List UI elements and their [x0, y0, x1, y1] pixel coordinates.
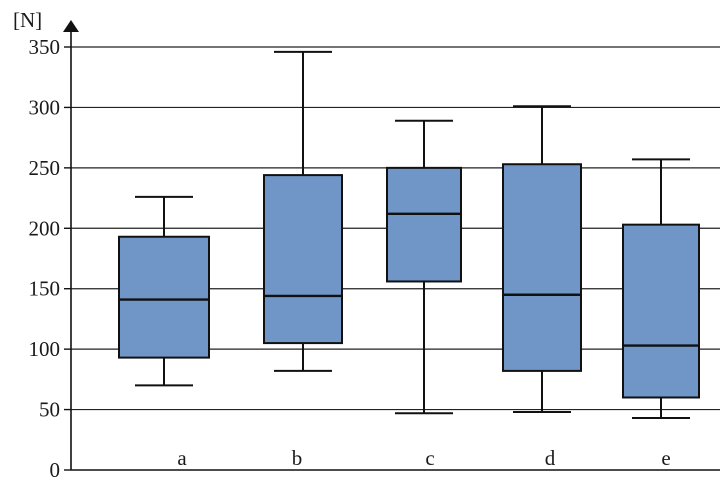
category-label-a: a	[177, 446, 187, 470]
box-iqr-d	[502, 163, 582, 372]
y-tick-label-250: 250	[29, 156, 61, 180]
y-tick-label-150: 150	[29, 277, 61, 301]
y-tick-label-200: 200	[29, 216, 61, 240]
box-b	[263, 50, 343, 372]
category-label-b: b	[292, 446, 303, 470]
y-tick-label-0: 0	[50, 458, 61, 482]
box-iqr-c	[386, 166, 462, 283]
box-c	[386, 119, 462, 415]
box-e	[622, 158, 700, 420]
box-a	[118, 195, 210, 387]
y-tick-label-350: 350	[29, 35, 61, 59]
category-label-d: d	[545, 446, 556, 470]
y-tick-label-50: 50	[39, 398, 60, 422]
y-axis-arrow-icon	[63, 20, 79, 32]
category-labels: a b c d e	[177, 446, 670, 470]
category-label-c: c	[425, 446, 434, 470]
box-iqr-a	[118, 235, 210, 359]
boxes	[118, 50, 700, 420]
y-tick-label-300: 300	[29, 95, 61, 119]
box-d	[502, 105, 582, 413]
category-label-e: e	[661, 446, 670, 470]
axes: [N]	[13, 8, 720, 471]
box-iqr-e	[622, 223, 700, 399]
y-axis-unit-label: [N]	[13, 8, 42, 32]
box-iqr-b	[263, 174, 343, 345]
y-tick-label-100: 100	[29, 337, 61, 361]
y-tick-labels: 0 50 100 150 200 250 300 350	[29, 35, 61, 482]
